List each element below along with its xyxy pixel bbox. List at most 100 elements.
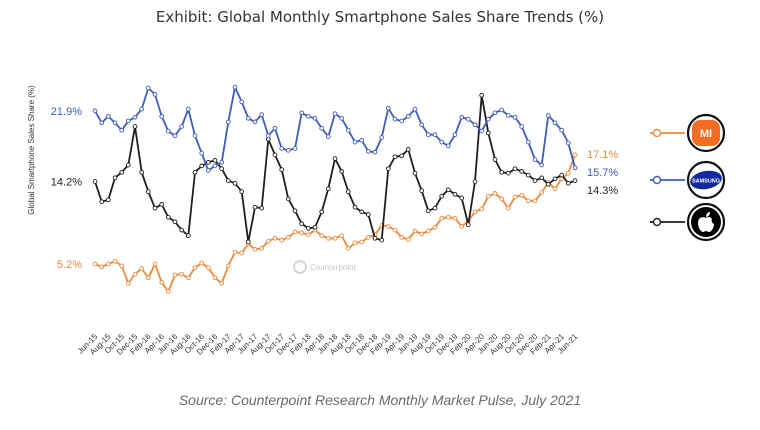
data-point-samsung bbox=[492, 110, 498, 116]
data-point-samsung bbox=[465, 116, 471, 122]
data-point-samsung bbox=[112, 120, 118, 126]
legend-marker bbox=[652, 217, 662, 227]
data-point-xiaomi bbox=[145, 275, 151, 281]
data-point-apple bbox=[519, 169, 525, 174]
data-point-xiaomi bbox=[352, 240, 358, 246]
data-point-samsung bbox=[292, 146, 298, 151]
data-point-apple bbox=[272, 152, 278, 158]
data-point-xiaomi bbox=[119, 263, 125, 269]
data-point-samsung bbox=[545, 113, 551, 118]
data-point-samsung bbox=[199, 150, 205, 156]
data-point-samsung bbox=[259, 112, 265, 117]
data-point-samsung bbox=[139, 106, 145, 112]
start-label-xiaomi: 5.2% bbox=[57, 259, 82, 271]
data-point-apple bbox=[419, 188, 425, 194]
data-point-samsung bbox=[472, 122, 478, 128]
data-point-samsung bbox=[245, 115, 251, 121]
data-point-apple bbox=[465, 222, 471, 227]
data-point-xiaomi bbox=[165, 289, 171, 294]
data-point-samsung bbox=[305, 114, 311, 119]
data-point-samsung bbox=[439, 139, 445, 145]
data-point-xiaomi bbox=[419, 231, 425, 237]
data-point-samsung bbox=[105, 114, 111, 119]
data-point-samsung bbox=[485, 116, 491, 122]
data-point-apple bbox=[525, 172, 531, 178]
data-point-apple bbox=[92, 179, 98, 184]
data-point-apple bbox=[539, 175, 545, 181]
data-point-samsung bbox=[392, 116, 398, 122]
data-point-xiaomi bbox=[472, 209, 478, 215]
data-point-samsung bbox=[212, 163, 218, 169]
apple-logo-icon bbox=[698, 217, 714, 232]
data-point-xiaomi bbox=[332, 235, 338, 241]
data-point-samsung bbox=[539, 162, 545, 168]
data-point-xiaomi bbox=[319, 233, 325, 238]
data-point-apple bbox=[145, 189, 151, 194]
xiaomi-logo-icon bbox=[692, 120, 720, 146]
data-point-xiaomi bbox=[299, 230, 305, 236]
data-point-samsung bbox=[345, 127, 351, 133]
data-point-apple bbox=[252, 204, 258, 210]
chart-title: Exhibit: Global Monthly Smartphone Sales… bbox=[155, 8, 605, 26]
data-point-xiaomi bbox=[345, 246, 351, 251]
data-point-samsung bbox=[419, 122, 425, 128]
data-point-samsung bbox=[445, 143, 451, 149]
data-point-samsung bbox=[192, 133, 198, 139]
data-point-apple bbox=[159, 202, 165, 207]
data-point-apple bbox=[459, 195, 465, 201]
data-point-apple bbox=[245, 239, 251, 245]
data-point-apple bbox=[165, 214, 171, 220]
data-point-xiaomi bbox=[112, 258, 118, 264]
data-point-apple bbox=[359, 209, 365, 215]
data-point-apple bbox=[485, 130, 491, 136]
data-point-apple bbox=[399, 153, 405, 159]
watermark-icon bbox=[293, 260, 307, 274]
data-point-xiaomi bbox=[339, 233, 345, 238]
data-point-samsung bbox=[379, 135, 385, 140]
source-note: Source: Counterpoint Research Monthly Ma… bbox=[178, 392, 582, 408]
data-point-samsung bbox=[279, 146, 285, 151]
legend-marker bbox=[652, 128, 662, 138]
legend-marker bbox=[652, 175, 662, 185]
end-label-xiaomi: 17.1% bbox=[587, 149, 618, 161]
data-point-xiaomi bbox=[105, 261, 111, 267]
data-point-apple bbox=[279, 167, 285, 172]
data-point-xiaomi bbox=[425, 228, 431, 234]
data-point-apple bbox=[439, 193, 445, 199]
data-point-xiaomi bbox=[412, 228, 418, 234]
data-point-apple bbox=[552, 176, 558, 182]
data-point-samsung bbox=[165, 128, 171, 134]
data-point-apple bbox=[199, 163, 205, 169]
data-point-xiaomi bbox=[172, 272, 178, 278]
data-point-xiaomi bbox=[265, 238, 271, 244]
data-point-xiaomi bbox=[305, 232, 311, 238]
data-point-xiaomi bbox=[365, 235, 371, 240]
data-point-apple bbox=[432, 205, 438, 211]
data-point-apple bbox=[499, 169, 505, 175]
data-point-apple bbox=[479, 92, 485, 98]
data-point-apple bbox=[392, 154, 398, 160]
data-point-xiaomi bbox=[492, 191, 498, 196]
data-point-samsung bbox=[425, 132, 431, 138]
data-point-samsung bbox=[339, 115, 345, 121]
start-label-apple: 14.2% bbox=[51, 177, 82, 189]
data-point-apple bbox=[125, 162, 131, 168]
data-point-apple bbox=[472, 179, 478, 184]
data-point-apple bbox=[285, 196, 291, 202]
data-point-xiaomi bbox=[192, 265, 198, 271]
data-point-apple bbox=[312, 224, 318, 230]
data-point-xiaomi bbox=[212, 275, 218, 281]
data-point-samsung bbox=[432, 132, 438, 138]
data-point-xiaomi bbox=[432, 224, 438, 230]
data-point-samsung bbox=[225, 119, 231, 125]
data-point-xiaomi bbox=[385, 224, 391, 229]
data-point-xiaomi bbox=[259, 246, 265, 251]
data-point-xiaomi bbox=[239, 250, 245, 256]
data-point-xiaomi bbox=[99, 264, 105, 270]
data-point-samsung bbox=[352, 139, 358, 145]
data-point-apple bbox=[452, 191, 458, 197]
data-point-apple bbox=[379, 237, 385, 243]
data-point-samsung bbox=[399, 118, 405, 124]
samsung-logo-icon bbox=[690, 170, 722, 190]
